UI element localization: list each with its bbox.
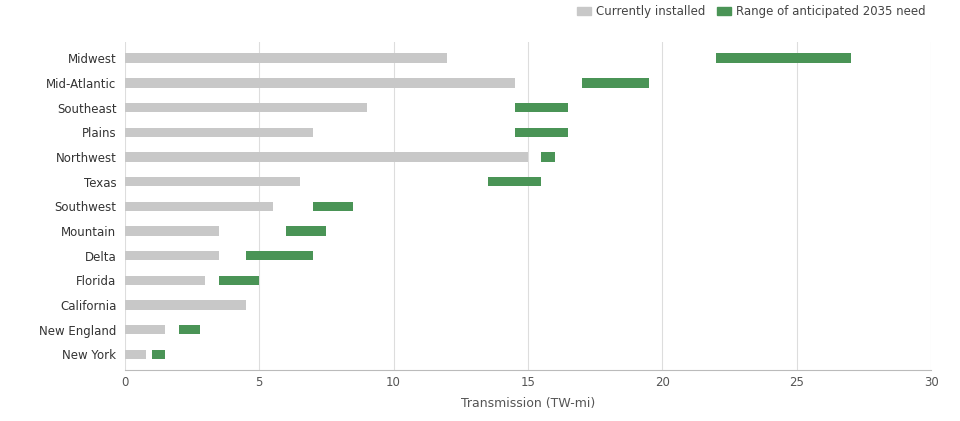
Bar: [125, 251, 219, 260]
Bar: [125, 177, 300, 186]
Bar: [125, 53, 447, 63]
Bar: [541, 152, 555, 162]
Bar: [515, 128, 568, 137]
Bar: [246, 251, 313, 260]
Bar: [125, 325, 165, 334]
Bar: [125, 226, 219, 236]
Bar: [152, 350, 165, 359]
Bar: [125, 152, 528, 162]
Bar: [488, 177, 541, 186]
Bar: [125, 78, 515, 88]
Bar: [515, 103, 568, 112]
Bar: [286, 226, 326, 236]
Bar: [179, 325, 200, 334]
Bar: [125, 128, 313, 137]
Bar: [125, 103, 367, 112]
Bar: [582, 78, 649, 88]
Bar: [125, 276, 205, 285]
Bar: [313, 202, 353, 211]
Bar: [125, 202, 273, 211]
X-axis label: Transmission (TW-mi): Transmission (TW-mi): [461, 397, 595, 410]
Legend: Currently installed, Range of anticipated 2035 need: Currently installed, Range of anticipate…: [577, 5, 925, 18]
Bar: [125, 300, 246, 310]
Bar: [125, 350, 146, 359]
Bar: [219, 276, 259, 285]
Bar: [716, 53, 851, 63]
